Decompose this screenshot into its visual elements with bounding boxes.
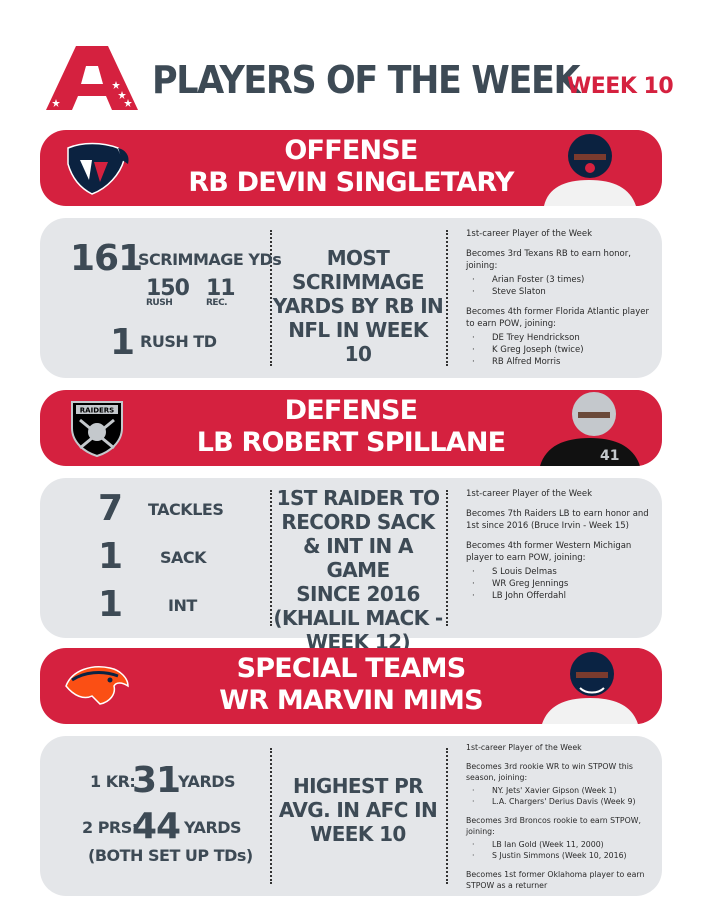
rush-label: RUSH (146, 298, 173, 308)
divider (270, 230, 272, 366)
fact-bullet: NY. Jets' Xavier Gipson (Week 1) (466, 785, 654, 796)
tackles-value: 7 (98, 488, 123, 529)
fact-bullet: S Justin Simmons (Week 10, 2016) (466, 850, 654, 861)
offense-category: OFFENSE (284, 135, 418, 166)
week-label: WEEK 10 (567, 74, 674, 99)
punt-return-yards-unit: YARDS (184, 818, 242, 837)
special-teams-stats-panel: 1 KR: 31 YARDS 2 PRS: 44 YARDS (BOTH SET… (40, 736, 662, 896)
raiders-logo-icon: RAIDERS (71, 401, 123, 458)
rush-yards-value: 150 (146, 276, 190, 301)
rush-td-label: RUSH TD (140, 332, 217, 351)
divider (446, 230, 448, 366)
fact-bullet: WR Greg Jennings (466, 578, 654, 590)
player-photo: 41 (534, 390, 644, 466)
special-teams-player-name: WR MARVIN MIMS (219, 685, 483, 716)
special-teams-note: (BOTH SET UP TDs) (88, 846, 253, 865)
fact-text: Becomes 4th former Florida Atlantic play… (466, 307, 650, 329)
sack-label: SACK (160, 548, 207, 567)
fact-bullet: LB Ian Gold (Week 11, 2000) (466, 839, 654, 850)
fact-text: Becomes 1st former Oklahoma player to ea… (466, 870, 645, 890)
divider (446, 490, 448, 626)
defense-stats-panel: 7 TACKLES 1 SACK 1 INT 1ST RAIDER TO REC… (40, 478, 662, 654)
kick-return-yards-value: 31 (132, 760, 181, 801)
fact-text: Becomes 3rd Broncos rookie to earn STPOW… (466, 816, 641, 836)
special-teams-banner: SPECIAL TEAMS WR MARVIN MIMS (40, 648, 662, 724)
fact-text: 1st-career Player of the Week (466, 743, 582, 752)
divider (446, 748, 448, 884)
tackles-label: TACKLES (148, 500, 224, 519)
divider (270, 490, 272, 626)
svg-text:RAIDERS: RAIDERS (80, 407, 114, 415)
fact-bullet: Steve Slaton (466, 286, 654, 298)
player-photo (534, 648, 644, 724)
fact-text: 1st-career Player of the Week (466, 229, 593, 239)
afc-logo-icon (46, 46, 138, 110)
fact-bullet: LB John Offerdahl (466, 590, 654, 602)
scrimmage-yards-value: 161 (70, 238, 143, 279)
punt-return-avg-value: 44 (132, 806, 181, 847)
defense-facts: 1st-career Player of the Week Becomes 7t… (466, 488, 654, 610)
broncos-logo-icon (65, 666, 129, 705)
svg-text:41: 41 (600, 448, 619, 464)
fact-text: 1st-career Player of the Week (466, 489, 593, 499)
kick-return-label: 1 KR: (90, 772, 136, 791)
fact-bullet: L.A. Chargers' Derius Davis (Week 9) (466, 796, 654, 807)
fact-text: Becomes 4th former Western Michigan play… (466, 541, 632, 563)
special-teams-highlight: HIGHEST PR AVG. IN AFC IN WEEK 10 (278, 774, 438, 846)
defense-category: DEFENSE (284, 395, 418, 426)
rush-td-value: 1 (110, 322, 135, 363)
fact-text: Becomes 3rd Texans RB to earn honor, joi… (466, 249, 631, 271)
fact-bullet: DE Trey Hendrickson (466, 332, 654, 344)
fact-text: Becomes 7th Raiders LB to earn honor and… (466, 509, 649, 531)
fact-bullet: K Greg Joseph (twice) (466, 344, 654, 356)
texans-logo-icon (67, 142, 129, 195)
offense-player-name: RB DEVIN SINGLETARY (188, 167, 514, 198)
special-teams-facts: 1st-career Player of the Week Becomes 3r… (466, 742, 654, 899)
defense-highlight: 1ST RAIDER TO RECORD SACK & INT IN A GAM… (273, 486, 443, 654)
offense-facts: 1st-career Player of the Week Becomes 3r… (466, 228, 654, 376)
scrimmage-yards-label: SCRIMMAGE YDs (138, 250, 282, 269)
offense-stats-panel: 161 SCRIMMAGE YDs 150 RUSH 11 REC. 1 RUS… (40, 218, 662, 378)
fact-bullet: Arian Foster (3 times) (466, 274, 654, 286)
kick-return-yards-unit: YARDS (178, 772, 236, 791)
receiving-yards-value: 11 (206, 276, 236, 301)
int-value: 1 (98, 584, 123, 625)
fact-bullet: RB Alfred Morris (466, 356, 654, 368)
defense-player-name: LB ROBERT SPILLANE (196, 427, 506, 458)
player-photo (534, 130, 644, 206)
page-title: PLAYERS OF THE WEEK (152, 58, 581, 102)
fact-bullet: S Louis Delmas (466, 566, 654, 578)
defense-banner: RAIDERS DEFENSE LB ROBERT SPILLANE 41 (40, 390, 662, 466)
sack-value: 1 (98, 536, 123, 577)
punt-returns-label: 2 PRS: (82, 818, 138, 837)
int-label: INT (168, 596, 197, 615)
divider (270, 748, 272, 884)
offense-banner: OFFENSE RB DEVIN SINGLETARY (40, 130, 662, 206)
fact-text: Becomes 3rd rookie WR to win STPOW this … (466, 762, 633, 782)
rec-label: REC. (206, 298, 228, 308)
offense-highlight: MOST SCRIMMAGE YARDS BY RB IN NFL IN WEE… (272, 246, 444, 366)
special-teams-category: SPECIAL TEAMS (236, 653, 467, 684)
